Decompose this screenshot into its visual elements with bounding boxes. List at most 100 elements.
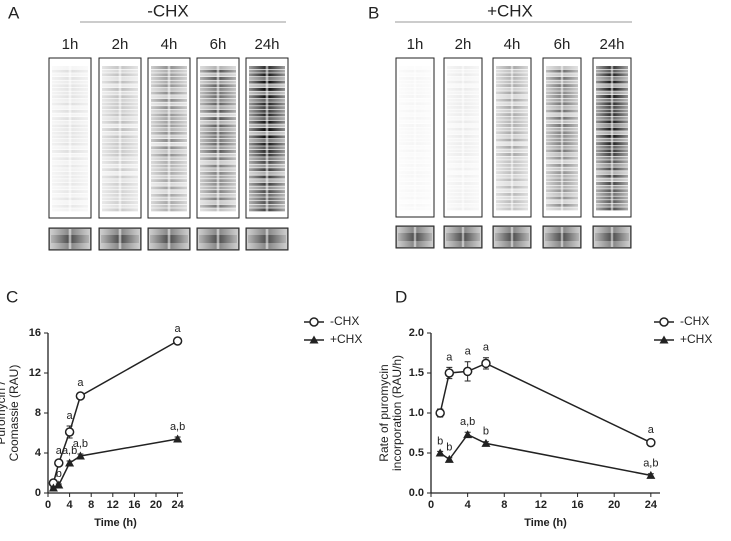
x-tick-label: 20 — [150, 499, 162, 511]
coomassie-sheen — [247, 229, 287, 249]
blot-sheen — [198, 59, 238, 217]
annotation: a,b — [460, 416, 475, 428]
point — [54, 458, 64, 468]
point — [481, 358, 491, 369]
lane-label: 2h — [455, 36, 472, 53]
point — [172, 336, 183, 346]
coomassie-sheen — [50, 229, 90, 249]
point — [435, 448, 445, 457]
blot-sheen — [445, 59, 481, 216]
point — [173, 434, 183, 443]
annotation: a,b — [62, 445, 77, 457]
charts: C 0 4 8 12 16 0 4 8 12 16 20 24 Time (h) Puromycin /Co… — [0, 287, 712, 528]
blot-sheen — [149, 59, 189, 217]
annotation: b — [437, 435, 443, 447]
panel-label: A — [8, 3, 20, 22]
annotation: a — [483, 342, 490, 354]
annotation: b — [483, 426, 489, 438]
y-axis-label-line: Rate of puromycin — [377, 364, 391, 461]
x-tick-label: 24 — [645, 499, 658, 511]
lane-label: 6h — [554, 36, 571, 53]
x-tick-label: 16 — [128, 499, 140, 511]
x-tick-label: 8 — [88, 499, 94, 511]
y-axis-label-line: incorporation (RAU/h) — [390, 355, 404, 471]
annotation: a — [465, 346, 472, 358]
annotation: b — [446, 442, 452, 454]
coomassie-sheen — [494, 227, 530, 247]
blot-sheen — [247, 59, 287, 217]
y-tick-label: 12 — [29, 367, 41, 379]
lane-label: 24h — [599, 36, 624, 53]
annotation: a — [67, 410, 74, 422]
point — [646, 470, 656, 479]
point — [462, 366, 473, 377]
y-tick-label: 0.5 — [409, 447, 424, 459]
point — [48, 483, 58, 492]
coomassie-sheen — [100, 229, 140, 249]
legend-marker — [659, 335, 669, 344]
x-tick-label: 4 — [67, 499, 74, 511]
point — [444, 368, 455, 378]
y-tick-label: 0 — [35, 487, 41, 499]
blot-sheen — [544, 59, 580, 216]
lane-label: 1h — [62, 36, 79, 53]
annotation: a — [56, 445, 63, 457]
x-tick-label: 12 — [535, 499, 547, 511]
blot-sheen — [494, 59, 530, 216]
treatment-label: -CHX — [147, 1, 189, 20]
point — [646, 437, 656, 448]
blot-sheen — [100, 59, 140, 217]
y-axis-label-line: Coomassie (RAU) — [7, 365, 21, 462]
x-tick-label: 12 — [107, 499, 119, 511]
annotation: b — [56, 468, 62, 480]
coomassie-sheen — [445, 227, 481, 247]
point — [435, 408, 445, 418]
point — [54, 480, 64, 489]
treatment-label: +CHX — [487, 1, 533, 20]
series-line — [439, 362, 652, 444]
legend-marker — [309, 317, 319, 327]
lane-label: 24h — [254, 36, 279, 53]
y-tick-label: 4 — [35, 447, 42, 459]
y-tick-label: 0.0 — [409, 487, 424, 499]
annotation: a — [77, 377, 84, 389]
x-tick-label: 16 — [571, 499, 583, 511]
y-tick-label: 16 — [29, 327, 41, 339]
lane-label: 6h — [210, 36, 227, 53]
y-tick-label: 1.5 — [409, 367, 424, 379]
coomassie-sheen — [198, 229, 238, 249]
lane-label: 1h — [407, 36, 424, 53]
x-tick-label: 20 — [608, 499, 620, 511]
point — [463, 430, 473, 439]
lane-label: 2h — [112, 36, 129, 53]
annotation: a — [446, 351, 453, 363]
annotation: a,b — [73, 438, 88, 450]
blot-sheen — [594, 59, 630, 216]
panel-label: C — [6, 287, 18, 306]
x-tick-label: 4 — [465, 499, 472, 511]
point — [64, 427, 75, 437]
coomassie-sheen — [397, 227, 433, 247]
point — [65, 458, 75, 467]
y-axis-label: Rate of puromycinincorporation (RAU/h) — [377, 355, 404, 471]
x-axis-label: Time (h) — [94, 517, 137, 529]
blot-sheen — [397, 59, 433, 216]
y-axis-label: Puromycin /Coomassie (RAU) — [0, 365, 21, 462]
point — [75, 451, 85, 460]
coomassie-sheen — [149, 229, 189, 249]
y-tick-label: 1.0 — [409, 407, 424, 419]
annotation: a,b — [643, 458, 658, 470]
x-tick-label: 8 — [501, 499, 507, 511]
annotation: a — [175, 323, 182, 335]
legend-label: -CHX — [330, 314, 359, 328]
legend-label: +CHX — [680, 332, 712, 346]
legend-marker — [309, 335, 319, 344]
panel-label: D — [395, 287, 407, 306]
panel-label: B — [368, 3, 379, 22]
series-line — [439, 433, 651, 477]
y-tick-label: 2.0 — [409, 327, 424, 339]
y-tick-label: 8 — [35, 407, 41, 419]
blot-sheen — [50, 59, 90, 217]
x-tick-label: 0 — [428, 499, 434, 511]
